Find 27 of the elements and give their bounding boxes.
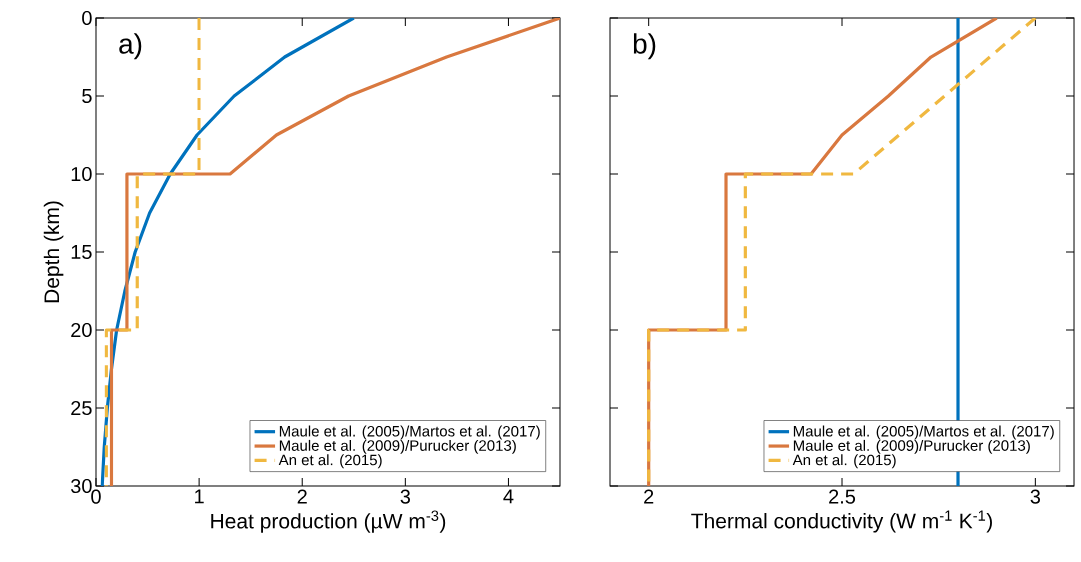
x-axis-title: Thermal conductivity (W m$^{-1}$ K$^{-1}$)	[691, 510, 992, 533]
legend-label: An et al. (2015)	[278, 454, 382, 469]
x-tick-label: 3	[400, 489, 411, 504]
y-tick-label: 25	[71, 400, 92, 416]
y-axis-title: Depth (km)	[43, 201, 64, 303]
y-tick-label: 10	[71, 166, 92, 182]
y-tick-label: 15	[71, 245, 92, 259]
annotation: a)	[119, 33, 142, 60]
legend-label: Maule et al. (2009)/Purucker (2013)	[793, 439, 1030, 454]
y-tick-label: 20	[71, 322, 92, 338]
annotation: b)	[633, 33, 656, 60]
y-tick-label: 5	[82, 89, 92, 103]
legend-label: Maule et al. (2005)/Martos et al. (2017)	[793, 425, 1054, 440]
x-tick-label: 1	[195, 489, 204, 504]
x-tick-label: 2.5	[829, 489, 856, 504]
y-tick-label: 0	[82, 10, 92, 26]
legend-label: Maule et al. (2009)/Purucker (2013)	[279, 439, 516, 454]
legend-label: An et al. (2015)	[792, 454, 896, 469]
legend-label: Maule et al. (2005)/Martos et al. (2017)	[279, 425, 540, 440]
x-tick-label: 4	[503, 489, 514, 504]
x-axis-title: Heat production (µW m$^{-3}$)	[211, 510, 446, 533]
line-series	[109, 18, 560, 487]
line-series	[104, 18, 201, 487]
x-tick-label: 3	[1030, 489, 1041, 504]
y-tick-label: 30	[70, 478, 92, 494]
x-tick-label: 2	[297, 489, 307, 504]
x-tick-label: 2	[644, 489, 654, 504]
